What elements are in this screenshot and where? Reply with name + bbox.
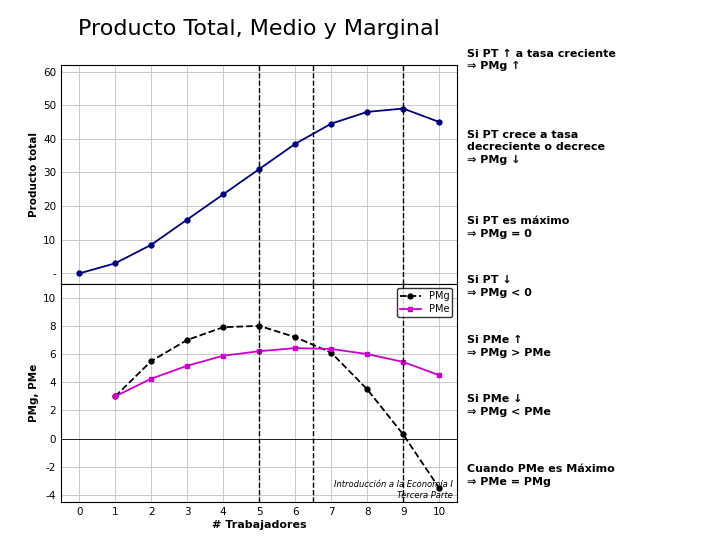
Line: PMg: PMg [113, 323, 441, 490]
PMe [183, 362, 192, 369]
PMe [363, 351, 372, 357]
Text: Cuando PMe es Máximo
⇒ PMe = PMg: Cuando PMe es Máximo ⇒ PMe = PMg [467, 464, 614, 487]
Text: Si PMe ↑
⇒ PMg > PMe: Si PMe ↑ ⇒ PMg > PMe [467, 335, 550, 357]
PMg [399, 431, 408, 438]
Text: Si PT crece a tasa
decreciente o decrece
⇒ PMg ↓: Si PT crece a tasa decreciente o decrece… [467, 130, 605, 165]
PMe [435, 372, 444, 379]
Legend: PMg, PMe: PMg, PMe [397, 288, 452, 317]
PMg [147, 358, 156, 365]
PMe [111, 393, 120, 400]
Line: PMe: PMe [113, 346, 441, 399]
Y-axis label: PMg, PMe: PMg, PMe [29, 364, 39, 422]
PMg [435, 485, 444, 491]
Text: Si PT ↓
⇒ PMg < 0: Si PT ↓ ⇒ PMg < 0 [467, 275, 531, 298]
Y-axis label: Producto total: Producto total [29, 132, 39, 217]
PMg [327, 349, 336, 356]
PMe [291, 345, 300, 352]
PMg [111, 393, 120, 400]
Text: Si PT es máximo
⇒ PMg = 0: Si PT es máximo ⇒ PMg = 0 [467, 216, 569, 239]
PMe [327, 346, 336, 352]
Text: Introducción a la Economía I: Introducción a la Economía I [334, 480, 454, 489]
PMg [255, 322, 264, 329]
PMg [183, 337, 192, 343]
PMe [219, 353, 228, 359]
X-axis label: # Trabajadores: # Trabajadores [212, 520, 307, 530]
Text: Si PMe ↓
⇒ PMg < PMe: Si PMe ↓ ⇒ PMg < PMe [467, 394, 550, 417]
X-axis label: # Trabajadores: # Trabajadores [212, 301, 307, 311]
PMe [399, 359, 408, 365]
PMg [291, 334, 300, 340]
Text: Si PT ↑ a tasa creciente
⇒ PMg ↑: Si PT ↑ a tasa creciente ⇒ PMg ↑ [467, 49, 616, 71]
Text: Producto Total, Medio y Marginal: Producto Total, Medio y Marginal [78, 19, 440, 39]
Text: Tercera Parte: Tercera Parte [397, 491, 454, 500]
PMg [363, 386, 372, 393]
PMe [147, 375, 156, 382]
PMe [255, 348, 264, 354]
PMg [219, 324, 228, 330]
